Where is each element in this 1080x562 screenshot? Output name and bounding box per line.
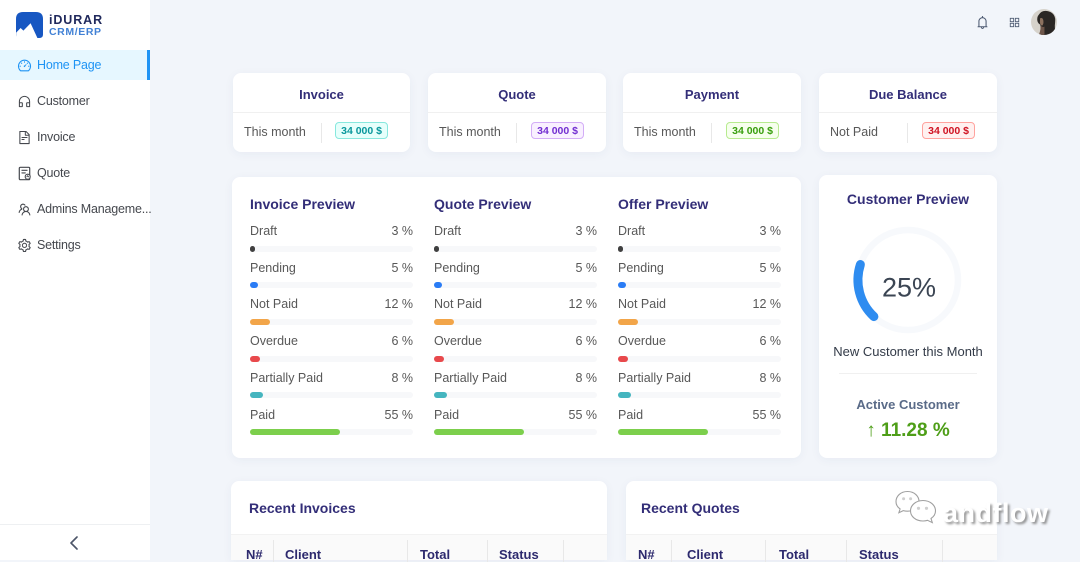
svg-text:25%: 25%	[882, 273, 936, 303]
